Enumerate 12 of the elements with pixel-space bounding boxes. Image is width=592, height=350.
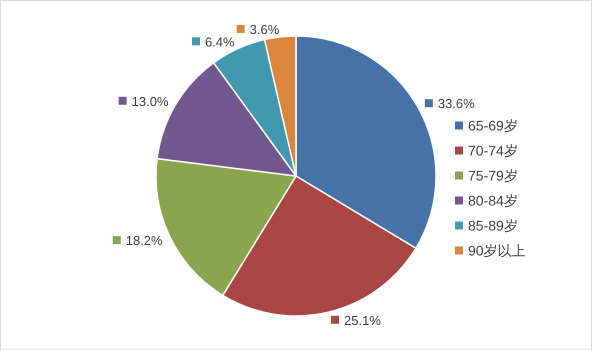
data-label: 3.6% [250, 22, 280, 37]
legend-label: 75-79岁 [468, 168, 518, 184]
data-label: 13.0% [132, 94, 169, 109]
legend-label: 85-89岁 [468, 218, 518, 234]
legend-label: 80-84岁 [468, 192, 518, 208]
data-label: 33.6% [438, 96, 476, 112]
legend-label: 90岁以上 [468, 242, 526, 258]
legend-label: 65-69岁 [468, 118, 518, 134]
data-label: 25.1% [344, 312, 382, 328]
data-label: 18.2% [126, 233, 164, 248]
legend-label: 70-74岁 [468, 142, 518, 158]
data-label: 6.4% [204, 34, 236, 50]
